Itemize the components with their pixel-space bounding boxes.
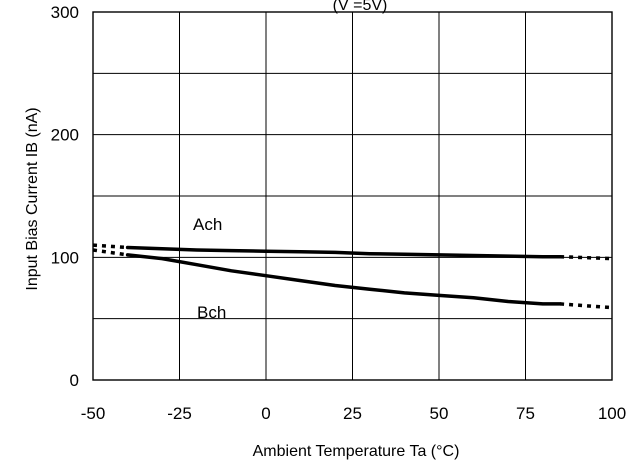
x-tick-label: 50 bbox=[430, 404, 449, 423]
y-tick-label: 300 bbox=[51, 3, 79, 22]
series-label-bch: Bch bbox=[197, 303, 226, 322]
x-tick-label: 0 bbox=[261, 404, 270, 423]
x-axis-title: Ambient Temperature Ta (°C) bbox=[253, 443, 460, 460]
tick-labels: -50 -25 0 25 50 75 100 0 100 200 300 bbox=[51, 3, 627, 423]
x-tick-label: -50 bbox=[81, 404, 106, 423]
y-tick-label: 200 bbox=[51, 126, 79, 145]
x-tick-label: -25 bbox=[167, 404, 192, 423]
y-axis-title: Input Bias Current IB (nA) bbox=[24, 107, 41, 290]
series-label-ach: Ach bbox=[193, 215, 222, 234]
x-tick-label: 25 bbox=[343, 404, 362, 423]
x-tick-label: 100 bbox=[598, 404, 626, 423]
y-tick-label: 100 bbox=[51, 248, 79, 267]
chart-title: (V =5V) bbox=[333, 0, 388, 14]
x-tick-label: 75 bbox=[516, 404, 535, 423]
series-line-ach bbox=[125, 245, 562, 259]
series-line-bch bbox=[125, 253, 562, 306]
series-extension-bch-left bbox=[92, 248, 128, 257]
series-extension-ach-left bbox=[92, 243, 128, 250]
y-tick-label: 0 bbox=[70, 371, 79, 390]
series-layer bbox=[92, 243, 613, 310]
